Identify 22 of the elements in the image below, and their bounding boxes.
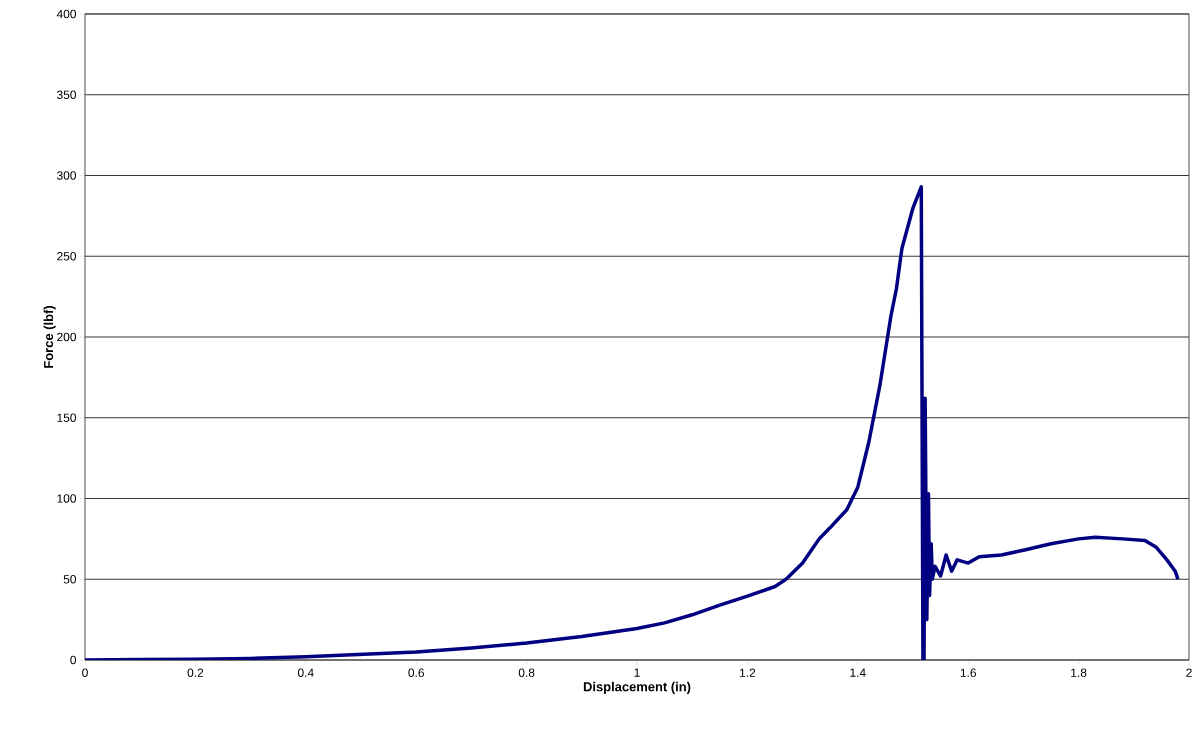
y-tick-label: 350 — [56, 90, 77, 99]
y-tick-label: 0 — [70, 655, 77, 665]
y-tick-label: 400 — [56, 9, 77, 19]
x-axis-title: Displacement (in) — [583, 681, 691, 694]
y-tick-label: 150 — [57, 413, 77, 422]
x-tick-label: 1 — [634, 668, 640, 677]
x-tick-label: 0.6 — [408, 668, 424, 677]
y-tick-label: 100 — [57, 494, 77, 503]
x-tick-label: 1.8 — [1071, 668, 1087, 677]
x-tick-label: 1.4 — [850, 668, 866, 677]
x-tick-label: 1.2 — [740, 668, 756, 677]
y-axis-title: Force (lbf) — [43, 305, 56, 368]
y-tick-label: 200 — [57, 332, 77, 342]
y-tick-label: 50 — [63, 575, 77, 584]
y-tick-label: 300 — [56, 171, 77, 180]
x-tick-label: 0 — [82, 668, 88, 677]
x-tick-label: 0.4 — [297, 668, 314, 677]
x-tick-label: 1.6 — [960, 668, 976, 677]
y-tick-label: 250 — [57, 252, 77, 261]
x-tick-label: 0.8 — [518, 668, 535, 677]
x-tick-label: 2 — [1186, 668, 1192, 677]
x-tick-label: 0.2 — [187, 668, 204, 677]
